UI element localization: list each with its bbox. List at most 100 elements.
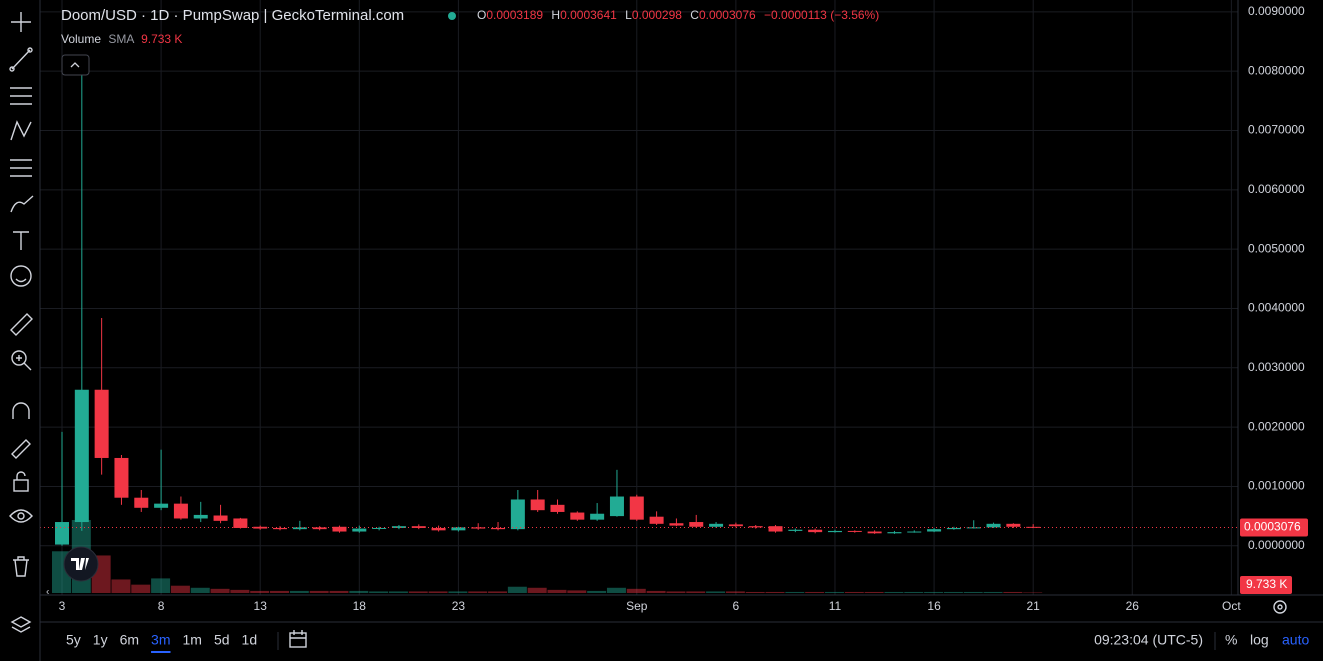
tv-logo[interactable] xyxy=(63,546,99,582)
x-tick-label: 11 xyxy=(829,599,842,613)
y-tick-label: 0.0010000 xyxy=(1248,479,1305,493)
date-range-button[interactable] xyxy=(289,630,307,648)
candle-body xyxy=(927,529,942,532)
volume-bar xyxy=(884,591,904,593)
text-tool[interactable] xyxy=(13,231,29,250)
candle-body xyxy=(114,457,129,498)
candle-body xyxy=(887,532,902,534)
volume-bar xyxy=(369,591,389,593)
ohlc-value: 0.000298 xyxy=(632,8,682,22)
volume-bar xyxy=(844,591,864,593)
candle-body xyxy=(372,527,387,529)
status-dot xyxy=(448,12,456,20)
bottom-bar: 09:23:04 (UTC-5) 5y 1y 6m 3m 1m 5d 1d% log auto xyxy=(66,630,1309,653)
crosshair-tool[interactable] xyxy=(11,12,31,32)
scale-option[interactable]: auto xyxy=(1282,632,1309,648)
clock[interactable]: 09:23:04 (UTC-5) xyxy=(1094,632,1203,648)
candle-body xyxy=(986,523,1001,528)
magnet-tool[interactable] xyxy=(12,402,30,419)
volume-bar xyxy=(785,591,805,593)
volume-bar xyxy=(745,591,765,593)
volume-bar xyxy=(924,591,944,593)
object-tree-tool[interactable] xyxy=(10,616,32,633)
candle-body xyxy=(55,522,69,545)
y-tick-label: 0.0040000 xyxy=(1248,301,1305,315)
candle-body xyxy=(590,513,605,520)
settings-button[interactable] xyxy=(1273,600,1287,614)
candle-body xyxy=(669,523,684,526)
scroll-left[interactable]: ‹ xyxy=(46,587,49,598)
volume-bar xyxy=(408,591,428,593)
volume-value: 9.733 K xyxy=(141,32,182,46)
timeframe-button[interactable]: 1m xyxy=(183,632,202,648)
candle-body xyxy=(570,512,585,520)
timeframe-button[interactable]: 5y xyxy=(66,632,81,648)
timeframe-button[interactable]: 5d xyxy=(214,632,230,648)
candle-body xyxy=(609,496,624,517)
last-price-label: 0.0003076 xyxy=(1244,520,1301,534)
candle-body xyxy=(946,527,961,530)
volume-bar xyxy=(507,586,527,593)
brush-tool[interactable] xyxy=(10,195,34,213)
volume-bar xyxy=(111,579,131,593)
volume-bar xyxy=(190,587,210,593)
volume-bar xyxy=(547,589,567,593)
volume-bar xyxy=(210,588,230,593)
volume-bar xyxy=(626,588,646,593)
ruler-tool[interactable] xyxy=(10,313,33,336)
volume-bar xyxy=(289,590,309,593)
candle-body xyxy=(154,503,169,508)
timeframe-button[interactable]: 3m xyxy=(151,632,170,648)
volume-tag xyxy=(1240,576,1292,594)
candle-body xyxy=(332,526,347,532)
ohlc-label: C xyxy=(690,8,699,22)
x-tick-label: 18 xyxy=(353,599,367,613)
candle-body xyxy=(451,527,466,531)
pattern-tool[interactable] xyxy=(10,120,32,141)
delete-tool[interactable] xyxy=(13,556,29,577)
chart-title: Doom/USD · 1D · PumpSwap | GeckoTerminal… xyxy=(61,7,404,24)
x-tick-label: 13 xyxy=(254,599,268,613)
timeframe-button[interactable]: 1y xyxy=(93,632,108,648)
ohlc-label: O xyxy=(477,8,486,22)
volume-bar xyxy=(963,591,983,593)
volume-bar xyxy=(686,591,706,593)
lock-drawings-tool[interactable] xyxy=(11,439,31,459)
trendline-tool[interactable] xyxy=(9,47,33,72)
x-tick-label: 26 xyxy=(1126,599,1140,613)
timeframe-button[interactable]: 6m xyxy=(120,632,139,648)
volume-bar xyxy=(329,590,349,593)
scale-option[interactable]: log xyxy=(1250,632,1269,648)
x-tick-label: 3 xyxy=(59,599,66,613)
ohlc-value: 0.0003189 xyxy=(486,8,543,22)
ohlc-label: H xyxy=(551,8,560,22)
volume-bar xyxy=(706,591,726,593)
emoji-tool[interactable] xyxy=(10,265,32,287)
volume-bar xyxy=(131,584,151,593)
ohlc-value: 0.0003076 xyxy=(699,8,756,22)
candle-body xyxy=(391,526,406,528)
volume-bar xyxy=(230,589,250,593)
candle-body xyxy=(808,529,823,533)
left-toolbar xyxy=(9,12,34,633)
volume-bar xyxy=(943,591,963,593)
volume-bar xyxy=(1003,591,1023,593)
prediction-tool[interactable] xyxy=(10,159,32,177)
timeframe-button[interactable]: 1d xyxy=(242,632,258,648)
y-tick-label: 0.0000000 xyxy=(1248,538,1305,552)
visibility-tool[interactable] xyxy=(9,509,33,523)
volume-bar xyxy=(250,590,270,593)
fib-tool[interactable] xyxy=(10,87,32,105)
zoom-tool[interactable] xyxy=(11,350,32,371)
ohlc-label: L xyxy=(625,8,632,22)
x-tick-label: Oct xyxy=(1222,599,1241,613)
candle-body xyxy=(748,526,763,528)
collapse-legend-button[interactable] xyxy=(61,54,90,76)
lock-tool[interactable] xyxy=(13,471,29,492)
candle-body xyxy=(709,523,724,527)
x-tick-label: 6 xyxy=(733,599,740,613)
candle-body xyxy=(847,530,862,532)
scale-option[interactable]: % xyxy=(1225,632,1237,648)
candle-body xyxy=(1026,526,1041,528)
